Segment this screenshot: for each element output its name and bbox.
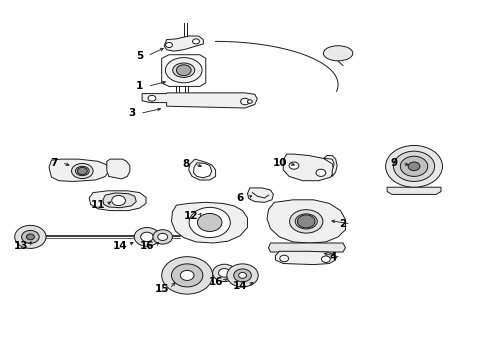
Circle shape <box>189 207 230 238</box>
Text: 9: 9 <box>391 158 398 168</box>
Text: 16: 16 <box>208 276 223 287</box>
Circle shape <box>289 162 299 169</box>
Circle shape <box>134 228 160 246</box>
Text: 15: 15 <box>154 284 169 294</box>
Text: 11: 11 <box>91 200 105 210</box>
Text: 4: 4 <box>329 252 337 262</box>
Circle shape <box>22 230 39 243</box>
Ellipse shape <box>323 46 353 61</box>
Polygon shape <box>247 188 273 202</box>
Text: 12: 12 <box>184 211 198 221</box>
Ellipse shape <box>295 214 318 229</box>
Polygon shape <box>103 193 136 208</box>
Text: 10: 10 <box>273 158 288 168</box>
Circle shape <box>77 167 87 175</box>
Text: 3: 3 <box>129 108 136 118</box>
Polygon shape <box>172 202 247 243</box>
Circle shape <box>247 100 252 103</box>
Polygon shape <box>164 36 203 51</box>
Text: 6: 6 <box>237 193 244 203</box>
Circle shape <box>408 162 420 171</box>
Circle shape <box>15 225 46 248</box>
Polygon shape <box>267 200 345 243</box>
Polygon shape <box>283 154 334 181</box>
Circle shape <box>280 255 289 262</box>
Circle shape <box>386 145 442 187</box>
Circle shape <box>393 151 435 181</box>
Ellipse shape <box>166 58 202 83</box>
Ellipse shape <box>172 63 195 77</box>
Circle shape <box>219 269 230 277</box>
Text: 2: 2 <box>340 219 346 229</box>
Ellipse shape <box>75 166 89 176</box>
Circle shape <box>213 264 236 282</box>
Circle shape <box>241 98 249 105</box>
Circle shape <box>176 65 191 76</box>
Circle shape <box>162 257 213 294</box>
Circle shape <box>26 234 34 240</box>
Circle shape <box>172 264 203 287</box>
Circle shape <box>234 269 251 282</box>
Text: 5: 5 <box>136 51 143 61</box>
Polygon shape <box>269 243 345 252</box>
Text: 1: 1 <box>136 81 143 91</box>
Polygon shape <box>107 159 130 179</box>
Circle shape <box>166 42 172 48</box>
Polygon shape <box>323 156 337 176</box>
Polygon shape <box>194 163 212 178</box>
Circle shape <box>193 39 199 44</box>
Circle shape <box>227 264 258 287</box>
Polygon shape <box>49 159 109 181</box>
Circle shape <box>197 213 222 231</box>
Circle shape <box>180 270 194 280</box>
Text: 13: 13 <box>13 240 28 251</box>
Circle shape <box>158 233 168 240</box>
Circle shape <box>141 232 153 242</box>
Text: 7: 7 <box>50 158 58 168</box>
Circle shape <box>297 215 315 228</box>
Circle shape <box>316 169 326 176</box>
Polygon shape <box>189 159 216 180</box>
Text: 14: 14 <box>233 281 247 291</box>
Polygon shape <box>142 93 257 108</box>
Circle shape <box>239 273 246 278</box>
Circle shape <box>148 95 156 101</box>
Circle shape <box>112 195 125 206</box>
Text: 14: 14 <box>113 240 127 251</box>
Circle shape <box>321 256 330 262</box>
Ellipse shape <box>72 163 93 179</box>
Ellipse shape <box>290 210 323 233</box>
Text: 16: 16 <box>140 240 154 251</box>
Circle shape <box>153 230 172 244</box>
Polygon shape <box>275 251 336 265</box>
Text: 8: 8 <box>183 159 190 169</box>
Polygon shape <box>89 191 146 211</box>
Polygon shape <box>387 187 441 194</box>
Circle shape <box>400 156 428 176</box>
